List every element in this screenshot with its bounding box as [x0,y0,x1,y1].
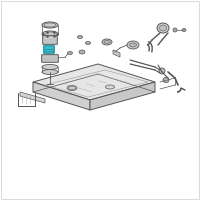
Ellipse shape [127,41,139,49]
FancyBboxPatch shape [44,46,54,53]
Ellipse shape [86,42,90,45]
Ellipse shape [68,51,72,54]
Ellipse shape [78,36,83,38]
Ellipse shape [157,23,169,33]
Ellipse shape [163,77,169,82]
Ellipse shape [102,39,112,45]
Polygon shape [90,82,155,110]
Polygon shape [33,64,155,100]
Ellipse shape [182,28,186,31]
Ellipse shape [44,23,56,27]
Ellipse shape [79,50,85,54]
Ellipse shape [106,85,114,89]
Ellipse shape [42,64,58,70]
Ellipse shape [45,32,55,36]
Polygon shape [20,92,45,103]
Ellipse shape [42,22,58,28]
Ellipse shape [42,31,58,37]
Ellipse shape [67,86,77,90]
Polygon shape [33,82,90,110]
Polygon shape [113,50,120,57]
Ellipse shape [173,28,177,32]
Ellipse shape [104,40,110,44]
Ellipse shape [159,68,165,74]
Ellipse shape [160,25,166,31]
FancyBboxPatch shape [43,36,57,44]
Ellipse shape [130,43,136,47]
FancyBboxPatch shape [42,55,58,62]
Ellipse shape [68,86,76,90]
Ellipse shape [42,70,58,74]
